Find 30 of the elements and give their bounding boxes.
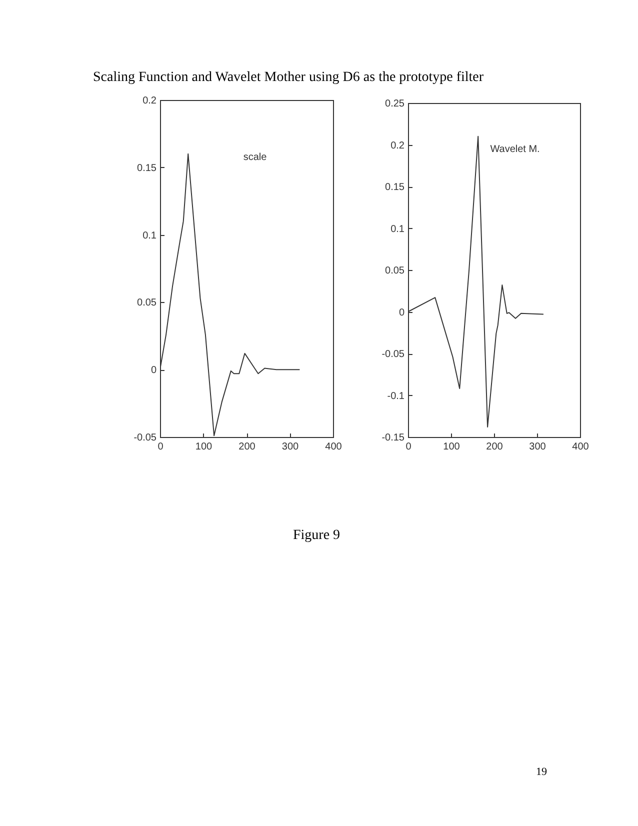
y-tick-label: -0.1	[387, 390, 405, 402]
x-tick-label: 400	[325, 442, 342, 452]
x-tick-label: 200	[486, 442, 504, 452]
x-tick-label: 300	[282, 442, 300, 452]
y-tick-label: 0.1	[390, 224, 405, 235]
annotation: scale	[243, 152, 268, 163]
x-tick-label: 300	[529, 442, 546, 452]
y-tick-label: 0.15	[385, 182, 405, 193]
y-tick-label: 0.1	[142, 230, 157, 242]
y-tick-label: 0.15	[137, 162, 157, 174]
x-tick-label: 0	[158, 442, 164, 452]
annotation: Wavelet M.	[490, 144, 540, 155]
y-tick-label: -0.15	[382, 432, 405, 444]
y-tick-label: -0.05	[134, 432, 157, 444]
y-tick-label: 0	[398, 307, 405, 318]
x-tick-label: 100	[443, 442, 460, 452]
chart-title: Scaling Function and Wavelet Mother using D6 as the prototype filter	[93, 70, 484, 86]
x-tick-label: 0	[406, 442, 412, 452]
y-tick-label: 0.2	[390, 140, 405, 152]
y-tick-label: 0.2	[142, 96, 157, 106]
y-tick-label: 0	[150, 365, 157, 376]
x-tick-label: 100	[195, 442, 213, 452]
y-tick-label: 0.25	[385, 98, 405, 110]
y-tick-label: -0.05	[382, 349, 405, 360]
y-tick-label: 0.05	[385, 266, 405, 276]
caption: Figure 9	[293, 528, 340, 544]
y-tick-label: 0.05	[137, 298, 157, 309]
x-tick-label: 400	[572, 442, 590, 452]
x-tick-label: 200	[238, 442, 256, 452]
text: 19	[536, 765, 547, 780]
